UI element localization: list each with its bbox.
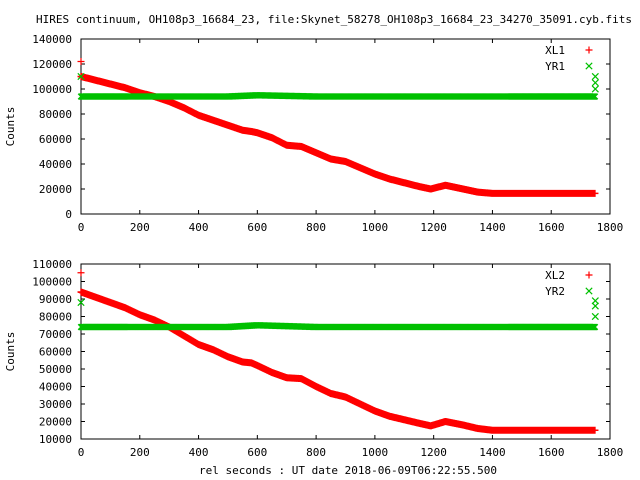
x-tick-label: 400 (189, 221, 209, 234)
series-points (77, 288, 599, 434)
x-tick-label: 1400 (479, 221, 506, 234)
x-tick-label: 400 (189, 446, 209, 459)
y-tick-label: 90000 (39, 293, 72, 306)
series-YR1 (77, 72, 599, 100)
x-tick-label: 1600 (538, 221, 565, 234)
y-tick-label: 80000 (39, 108, 72, 121)
series-points (77, 91, 599, 100)
x-tick-label: 200 (130, 221, 150, 234)
series-YR2 (77, 297, 599, 331)
y-tick-label: 70000 (39, 328, 72, 341)
plot-frame (80, 38, 611, 215)
x-tick-label: 600 (247, 221, 267, 234)
series-XL2 (77, 269, 599, 434)
x-tick-label: 600 (247, 446, 267, 459)
y-tick-label: 60000 (39, 133, 72, 146)
y-tick-label: 30000 (39, 398, 72, 411)
x-tick-label: 1800 (597, 446, 624, 459)
y-axis-label: Counts (4, 332, 17, 372)
x-tick-label: 800 (306, 446, 326, 459)
y-tick-label: 10000 (39, 433, 72, 446)
x-tick-label: 1200 (420, 221, 447, 234)
y-tick-label: 0 (65, 208, 72, 221)
outlier-point (77, 298, 85, 307)
y-tick-label: 60000 (39, 346, 72, 359)
y-tick-label: 20000 (39, 416, 72, 429)
y-tick-label: 100000 (32, 83, 72, 96)
bottom-panel: Counts 0 200 400 600 800 1000 1200 1400 1600 1800 1… (4, 258, 623, 459)
x-tick-label: 1000 (362, 221, 389, 234)
x-tick-label: 0 (78, 221, 85, 234)
y-tick-label: 40000 (39, 158, 72, 171)
y-tick-label: 20000 (39, 183, 72, 196)
x-tick-label: 1400 (479, 446, 506, 459)
legend-marker (585, 287, 593, 295)
x-tick-label: 1800 (597, 221, 624, 234)
x-axis-label: rel seconds : UT date 2018-06-09T06:22:5… (199, 464, 497, 477)
y-tick-label: 120000 (32, 58, 72, 71)
chart-title: HIRES continuum, OH108p3_16684_23, file:… (36, 13, 632, 26)
legend-label: YR1 (545, 60, 565, 73)
legend-label: YR2 (545, 285, 565, 298)
top-panel: Counts 0 200 400 600 800 1000 1200 1400 1600 1800 0… (4, 33, 623, 234)
outlier-point (591, 85, 599, 93)
outlier-point (77, 269, 85, 277)
legend-marker (585, 271, 593, 279)
outlier-point (591, 72, 599, 81)
x-tick-label: 1000 (362, 446, 389, 459)
series-points (77, 321, 599, 331)
y-tick-label: 40000 (39, 381, 72, 394)
outlier-point (77, 58, 85, 65)
x-tick-label: 1600 (538, 446, 565, 459)
y-tick-label: 50000 (39, 363, 72, 376)
x-tick-label: 1200 (420, 446, 447, 459)
outlier-point (77, 72, 85, 81)
outlier-point (591, 312, 599, 321)
y-tick-label: 140000 (32, 33, 72, 46)
y-tick-label: 100000 (32, 276, 72, 289)
outlier-point (591, 302, 599, 310)
x-tick-label: 200 (130, 446, 150, 459)
x-tick-label: 0 (78, 446, 85, 459)
legend-label: XL1 (545, 44, 565, 57)
x-tick-label: 800 (306, 221, 326, 234)
outlier-point (591, 79, 599, 87)
y-tick-label: 80000 (39, 311, 72, 324)
legend-marker (585, 46, 593, 54)
legend-label: XL2 (545, 269, 565, 282)
outlier-point (591, 297, 599, 305)
legend-marker (585, 62, 593, 70)
y-tick-label: 110000 (32, 258, 72, 271)
y-axis-label: Counts (4, 107, 17, 147)
